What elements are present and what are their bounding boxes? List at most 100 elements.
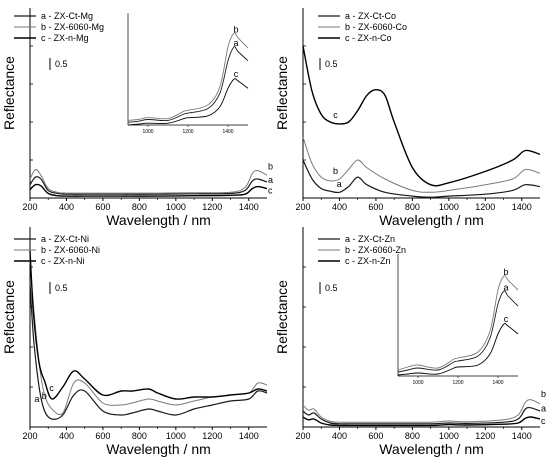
inset-series-line-c: [397, 323, 519, 376]
x-tick-label: 1400: [512, 202, 532, 212]
scale-bar: 0.5: [319, 58, 338, 70]
x-tick-label: 1400: [239, 202, 259, 212]
series-line-a: [302, 406, 541, 425]
inset-series-line-b: [127, 32, 249, 121]
x-tick-label: 600: [368, 431, 383, 441]
scale-bar: 0.5: [49, 282, 68, 294]
series-line-c: [302, 45, 541, 187]
panel-co: 200 400 600 800 1000 1200 1400 Wavelength / nm R…: [274, 8, 541, 228]
inset-curve-label-a: a: [233, 38, 238, 48]
series-line-c: [29, 183, 268, 197]
inset-curve-label-c: c: [234, 69, 239, 79]
inset-chart: 1000 1200 1400 ba c: [127, 13, 249, 135]
scale-bar-label: 0.5: [325, 59, 338, 69]
curve-label-c: c: [333, 110, 338, 120]
x-tick-label: 1200: [202, 202, 222, 212]
scale-bar-label: 0.5: [55, 283, 68, 293]
x-tick-label: 400: [59, 202, 74, 212]
x-tick-label: 200: [22, 202, 37, 212]
legend-label: b - ZX-6060-Ni: [41, 245, 100, 255]
legend: a - ZX-Ct-Znb - ZX-6060-Znc - ZX-n-Zn: [318, 234, 406, 266]
curve-label-a: a: [337, 179, 342, 189]
inset-curve-label-a: a: [503, 282, 508, 292]
series-line-b: [302, 399, 541, 423]
panel-mg: 200 400 600 800 1000 1200 1400 Wavelength / nm R…: [1, 8, 273, 228]
y-axis-title: Reflectance: [1, 280, 17, 354]
panel-zn: 200 400 600 800 1000 1200 1400 Wavelength / nm R…: [274, 227, 546, 457]
x-tick-label: 1400: [512, 431, 532, 441]
inset-chart: 1000 1200 1400 ba c: [397, 254, 519, 386]
inset-curve-label-c: c: [504, 314, 509, 324]
curve-label-b: b: [268, 161, 273, 171]
x-tick-label: 1000: [439, 431, 459, 441]
curve-label-a: a: [34, 394, 39, 404]
x-tick-label: 1000: [439, 202, 459, 212]
x-tick-label: 1000: [166, 202, 186, 212]
scale-bar-label: 0.5: [55, 59, 68, 69]
y-axis-title: Reflectance: [1, 56, 17, 130]
x-tick-label: 1200: [202, 431, 222, 441]
inset-x-tick-label: 1400: [492, 380, 503, 386]
series-line-c: [29, 250, 268, 400]
x-axis-title: Wavelength / nm: [379, 441, 484, 457]
x-tick-label: 1200: [475, 202, 495, 212]
curve-label-b: b: [333, 166, 338, 176]
legend: a - ZX-Ct-Nib - ZX-6060-Nic - ZX-n-Ni: [14, 234, 100, 266]
inset-series-line-a: [397, 290, 519, 373]
x-tick-label: 400: [59, 431, 74, 441]
x-axis-title: Wavelength / nm: [106, 212, 211, 228]
legend-label: a - ZX-Ct-Zn: [345, 234, 395, 244]
legend-label: a - ZX-Ct-Co: [345, 11, 396, 21]
x-tick-label: 1000: [166, 431, 186, 441]
x-tick-label: 800: [405, 202, 420, 212]
x-tick-label: 600: [368, 202, 383, 212]
inset-x-tick-label: 1000: [142, 129, 153, 135]
series-line-a: [302, 159, 541, 198]
curve-label-c: c: [268, 186, 273, 196]
x-tick-label: 600: [95, 202, 110, 212]
legend-label: a - ZX-Ct-Ni: [41, 234, 89, 244]
series-line-a: [29, 282, 268, 420]
legend-label: b - ZX-6060-Mg: [41, 22, 104, 32]
scale-bar-label: 0.5: [325, 283, 338, 293]
x-tick-label: 800: [132, 202, 147, 212]
legend: a - ZX-Ct-Mgb - ZX-6060-Mgc - ZX-n-Mg: [14, 11, 104, 43]
x-tick-label: 200: [295, 202, 310, 212]
inset-series-line-c: [127, 78, 249, 126]
series-line-a: [29, 176, 268, 195]
curve-label-c: c: [541, 416, 546, 426]
legend-label: b - ZX-6060-Zn: [345, 245, 406, 255]
legend-label: c - ZX-n-Ni: [41, 256, 85, 266]
curve-label-a: a: [268, 175, 273, 185]
x-tick-label: 800: [405, 431, 420, 441]
inset-x-tick-label: 1400: [222, 129, 233, 135]
curve-label-b: b: [42, 391, 47, 401]
inset-x-tick-label: 1200: [182, 129, 193, 135]
x-axis-title: Wavelength / nm: [106, 441, 211, 457]
legend: a - ZX-Ct-Cob - ZX-6060-Coc - ZX-n-Co: [318, 11, 407, 43]
series-line-b: [302, 137, 541, 193]
x-tick-label: 1200: [475, 431, 495, 441]
curve-label-a: a: [541, 404, 546, 414]
curve-label-b: b: [541, 389, 546, 399]
x-tick-label: 200: [22, 431, 37, 441]
inset-series-line-a: [127, 46, 249, 123]
y-axis-title: Reflectance: [274, 56, 290, 130]
inset-curve-label-b: b: [503, 267, 508, 277]
y-axis-title: Reflectance: [274, 280, 290, 354]
x-tick-label: 800: [132, 431, 147, 441]
scale-bar: 0.5: [319, 282, 338, 294]
legend-label: c - ZX-n-Zn: [345, 256, 391, 266]
legend-label: a - ZX-Ct-Mg: [41, 11, 93, 21]
scale-bar: 0.5: [49, 58, 68, 70]
x-axis-title: Wavelength / nm: [379, 212, 484, 228]
legend-label: c - ZX-n-Mg: [41, 33, 89, 43]
legend-label: c - ZX-n-Co: [345, 33, 392, 43]
x-tick-label: 1400: [239, 431, 259, 441]
inset-curve-label-b: b: [233, 24, 238, 34]
curve-label-c: c: [49, 383, 54, 393]
x-tick-label: 400: [332, 431, 347, 441]
inset-series-line-b: [397, 275, 519, 371]
series-line-c: [302, 416, 541, 427]
